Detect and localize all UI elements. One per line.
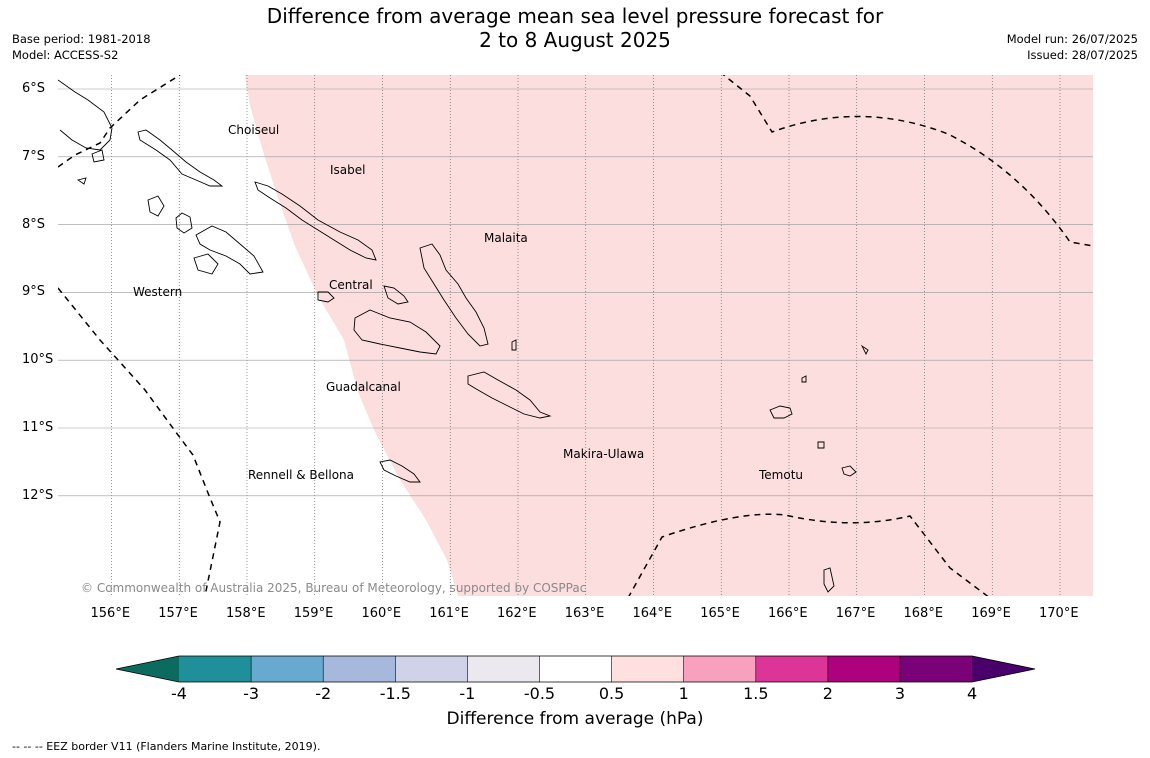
island-santa-cruz [769, 405, 857, 477]
colorbar-segment [611, 656, 685, 682]
eez-footnote: -- -- -- EEZ border V11 (Flanders Marine… [12, 740, 321, 753]
colorbar-segment [395, 656, 468, 682]
region-label-choiseul: Choiseul [228, 123, 280, 137]
eez-border-north [722, 75, 1093, 247]
longitude-label: 158°E [226, 606, 266, 621]
eez-borders [58, 75, 1093, 596]
colorbar-outline [115, 655, 1036, 683]
colorbar-tick-label: -2 [315, 684, 332, 703]
colorbar-tick-label: -1 [459, 684, 476, 703]
region-label-temotu: Temotu [759, 468, 804, 482]
colorbar-tick-label: 4 [967, 684, 978, 703]
model-name: Model: ACCESS-S2 [12, 48, 119, 62]
island-florida [317, 285, 409, 305]
longitude-label: 170°E [1039, 606, 1079, 621]
colorbar-tick-label: 2 [822, 684, 833, 703]
pressure-anomaly-area [245, 75, 1093, 596]
island-small-islets [76, 149, 869, 593]
island-santa-isabel [254, 181, 377, 261]
island-makira [467, 371, 552, 419]
latitude-label: 9°S [22, 284, 46, 300]
colorbar-segment [539, 656, 613, 682]
latitude-label: 12°S [22, 487, 54, 503]
eez-border-west [58, 75, 181, 168]
map-gridlines [58, 75, 1093, 596]
region-label-western: Western [133, 285, 183, 299]
longitude-label: 167°E [835, 606, 876, 621]
island-malaita [419, 243, 489, 347]
longitude-label: 163°E [564, 606, 605, 621]
base-period: Base period: 1981-2018 [12, 32, 151, 46]
model-run: Model run: 26/07/2025 [1006, 32, 1138, 46]
colorbar-segment [467, 656, 540, 682]
longitude-label: 160°E [361, 606, 402, 621]
longitude-label: 168°E [903, 606, 944, 621]
colorbar-segment [179, 656, 252, 682]
colorbar-segment [683, 656, 757, 682]
longitude-label: 162°E [497, 606, 537, 621]
region-label-isabel: Isabel [330, 163, 366, 177]
colorbar-tick-label: -1.5 [379, 684, 411, 703]
map-title: Difference from average mean sea level p… [0, 4, 1150, 52]
region-label-rennell-bellona: Rennell & Bellona [248, 468, 355, 482]
colorbar-segment [323, 656, 396, 682]
longitude-label: 159°E [293, 606, 334, 621]
colorbar-tick-label: 0.5 [598, 684, 625, 703]
colorbar-extend-low [116, 656, 179, 682]
colorbar-tick-label: -3 [243, 684, 260, 703]
colorbar-tick-label: -4 [171, 684, 187, 703]
latitude-label: 10°S [22, 352, 54, 368]
longitude-label: 157°E [158, 606, 198, 621]
title-line-2: 2 to 8 August 2025 [479, 28, 671, 52]
colorbar-tick-label: 1.5 [743, 684, 769, 703]
colorbar-segment [900, 656, 973, 682]
title-line-1: Difference from average mean sea level p… [266, 4, 884, 28]
eez-border-south [628, 513, 989, 596]
island-new-georgia [147, 195, 264, 275]
colorbar-segment [827, 656, 901, 682]
island-choiseul [137, 129, 224, 187]
region-label-guadalcanal: Guadalcanal [326, 380, 401, 394]
colorbar-extend-high [972, 656, 1035, 682]
colorbar-segment [755, 656, 829, 682]
copyright-notice: © Commonwealth of Australia 2025, Bureau… [81, 581, 587, 595]
issued-date: Issued: 28/07/2025 [1027, 48, 1138, 62]
longitude-label: 165°E [700, 606, 740, 621]
region-label-makira-ulawa: Makira-Ulawa [563, 447, 645, 461]
longitude-label: 161°E [429, 606, 469, 621]
meta-right: Model run: 26/07/2025 Issued: 28/07/2025 [1007, 31, 1138, 63]
eez-border-southwest [58, 287, 221, 596]
longitude-label: 169°E [971, 606, 1011, 621]
colorbar-tick-label: 1 [678, 684, 689, 703]
longitude-label: 156°E [90, 606, 131, 621]
coast-bougainville [58, 79, 113, 151]
longitude-label: 166°E [768, 606, 808, 621]
colorbar-tick-label: 3 [894, 684, 906, 703]
latitude-label: 6°S [22, 81, 46, 96]
colorbar [115, 655, 1036, 683]
colorbar-tick-label: -0.5 [523, 684, 556, 703]
region-label-central: Central [329, 278, 373, 292]
island-guadalcanal [353, 309, 441, 355]
colorbar-title: Difference from average (hPa) [446, 709, 704, 729]
island-rennell [379, 459, 421, 483]
latitude-label: 11°S [22, 420, 54, 435]
latitude-label: 7°S [22, 148, 46, 164]
latitude-label: 8°S [22, 216, 46, 232]
region-label-malaita: Malaita [484, 231, 528, 245]
meta-left: Base period: 1981-2018 Model: ACCESS-S2 [12, 31, 151, 63]
colorbar-segment [251, 656, 324, 682]
longitude-label: 164°E [632, 606, 673, 621]
coastlines [58, 79, 869, 593]
